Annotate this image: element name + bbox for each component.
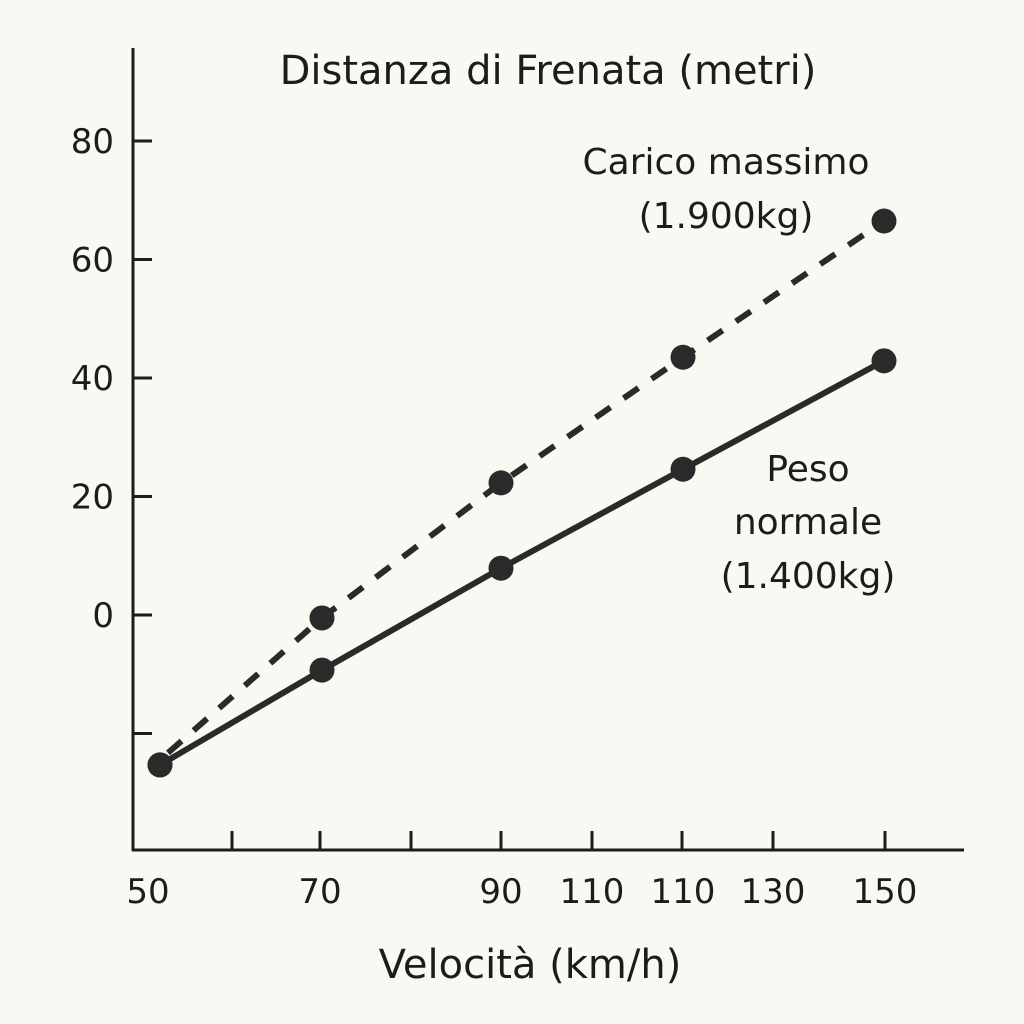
annotation-line: normale bbox=[734, 502, 882, 543]
x-tick-label: 110 bbox=[560, 872, 625, 912]
data-point bbox=[871, 208, 897, 234]
x-tick-label: 70 bbox=[298, 872, 341, 912]
data-point bbox=[871, 348, 897, 374]
y-tick-label: 60 bbox=[71, 241, 114, 281]
x-axis-label: Velocità (km/h) bbox=[379, 942, 682, 988]
y-tick-label: 20 bbox=[71, 478, 114, 518]
y-tick-label: 0 bbox=[92, 596, 114, 636]
series-carico-massimo bbox=[147, 208, 897, 778]
y-axis-ticks bbox=[133, 139, 152, 735]
x-tick-label: 130 bbox=[741, 872, 806, 912]
data-point bbox=[309, 605, 335, 631]
data-point bbox=[488, 470, 514, 496]
x-tick-label: 110 bbox=[651, 872, 716, 912]
x-tick-label: 50 bbox=[126, 872, 169, 912]
annotation-line: (1.900kg) bbox=[639, 196, 814, 237]
x-axis-tick-labels: 50 70 90 110 110 130 150 bbox=[126, 872, 917, 912]
y-tick-label: 80 bbox=[71, 122, 114, 162]
x-axis-ticks bbox=[230, 831, 887, 850]
annotation-line: Carico massimo bbox=[583, 142, 870, 183]
x-tick-label: 90 bbox=[479, 872, 522, 912]
annotation-carico-massimo: Carico massimo (1.900kg) bbox=[583, 142, 870, 237]
data-point bbox=[670, 456, 696, 482]
data-point bbox=[309, 657, 335, 683]
series-line bbox=[166, 218, 886, 756]
annotation-line: (1.400kg) bbox=[721, 556, 896, 597]
data-point bbox=[147, 752, 173, 778]
data-point bbox=[670, 344, 696, 370]
y-axis-tick-labels: 80 60 40 20 0 bbox=[71, 122, 114, 636]
annotation-peso-normale: Peso normale (1.400kg) bbox=[721, 449, 896, 597]
annotation-line: Peso bbox=[766, 449, 849, 490]
x-tick-label: 150 bbox=[853, 872, 918, 912]
data-point bbox=[488, 555, 514, 581]
y-tick-label: 40 bbox=[71, 359, 114, 399]
series-layer bbox=[147, 208, 897, 778]
chart-title: Distanza di Frenata (metri) bbox=[280, 48, 817, 94]
